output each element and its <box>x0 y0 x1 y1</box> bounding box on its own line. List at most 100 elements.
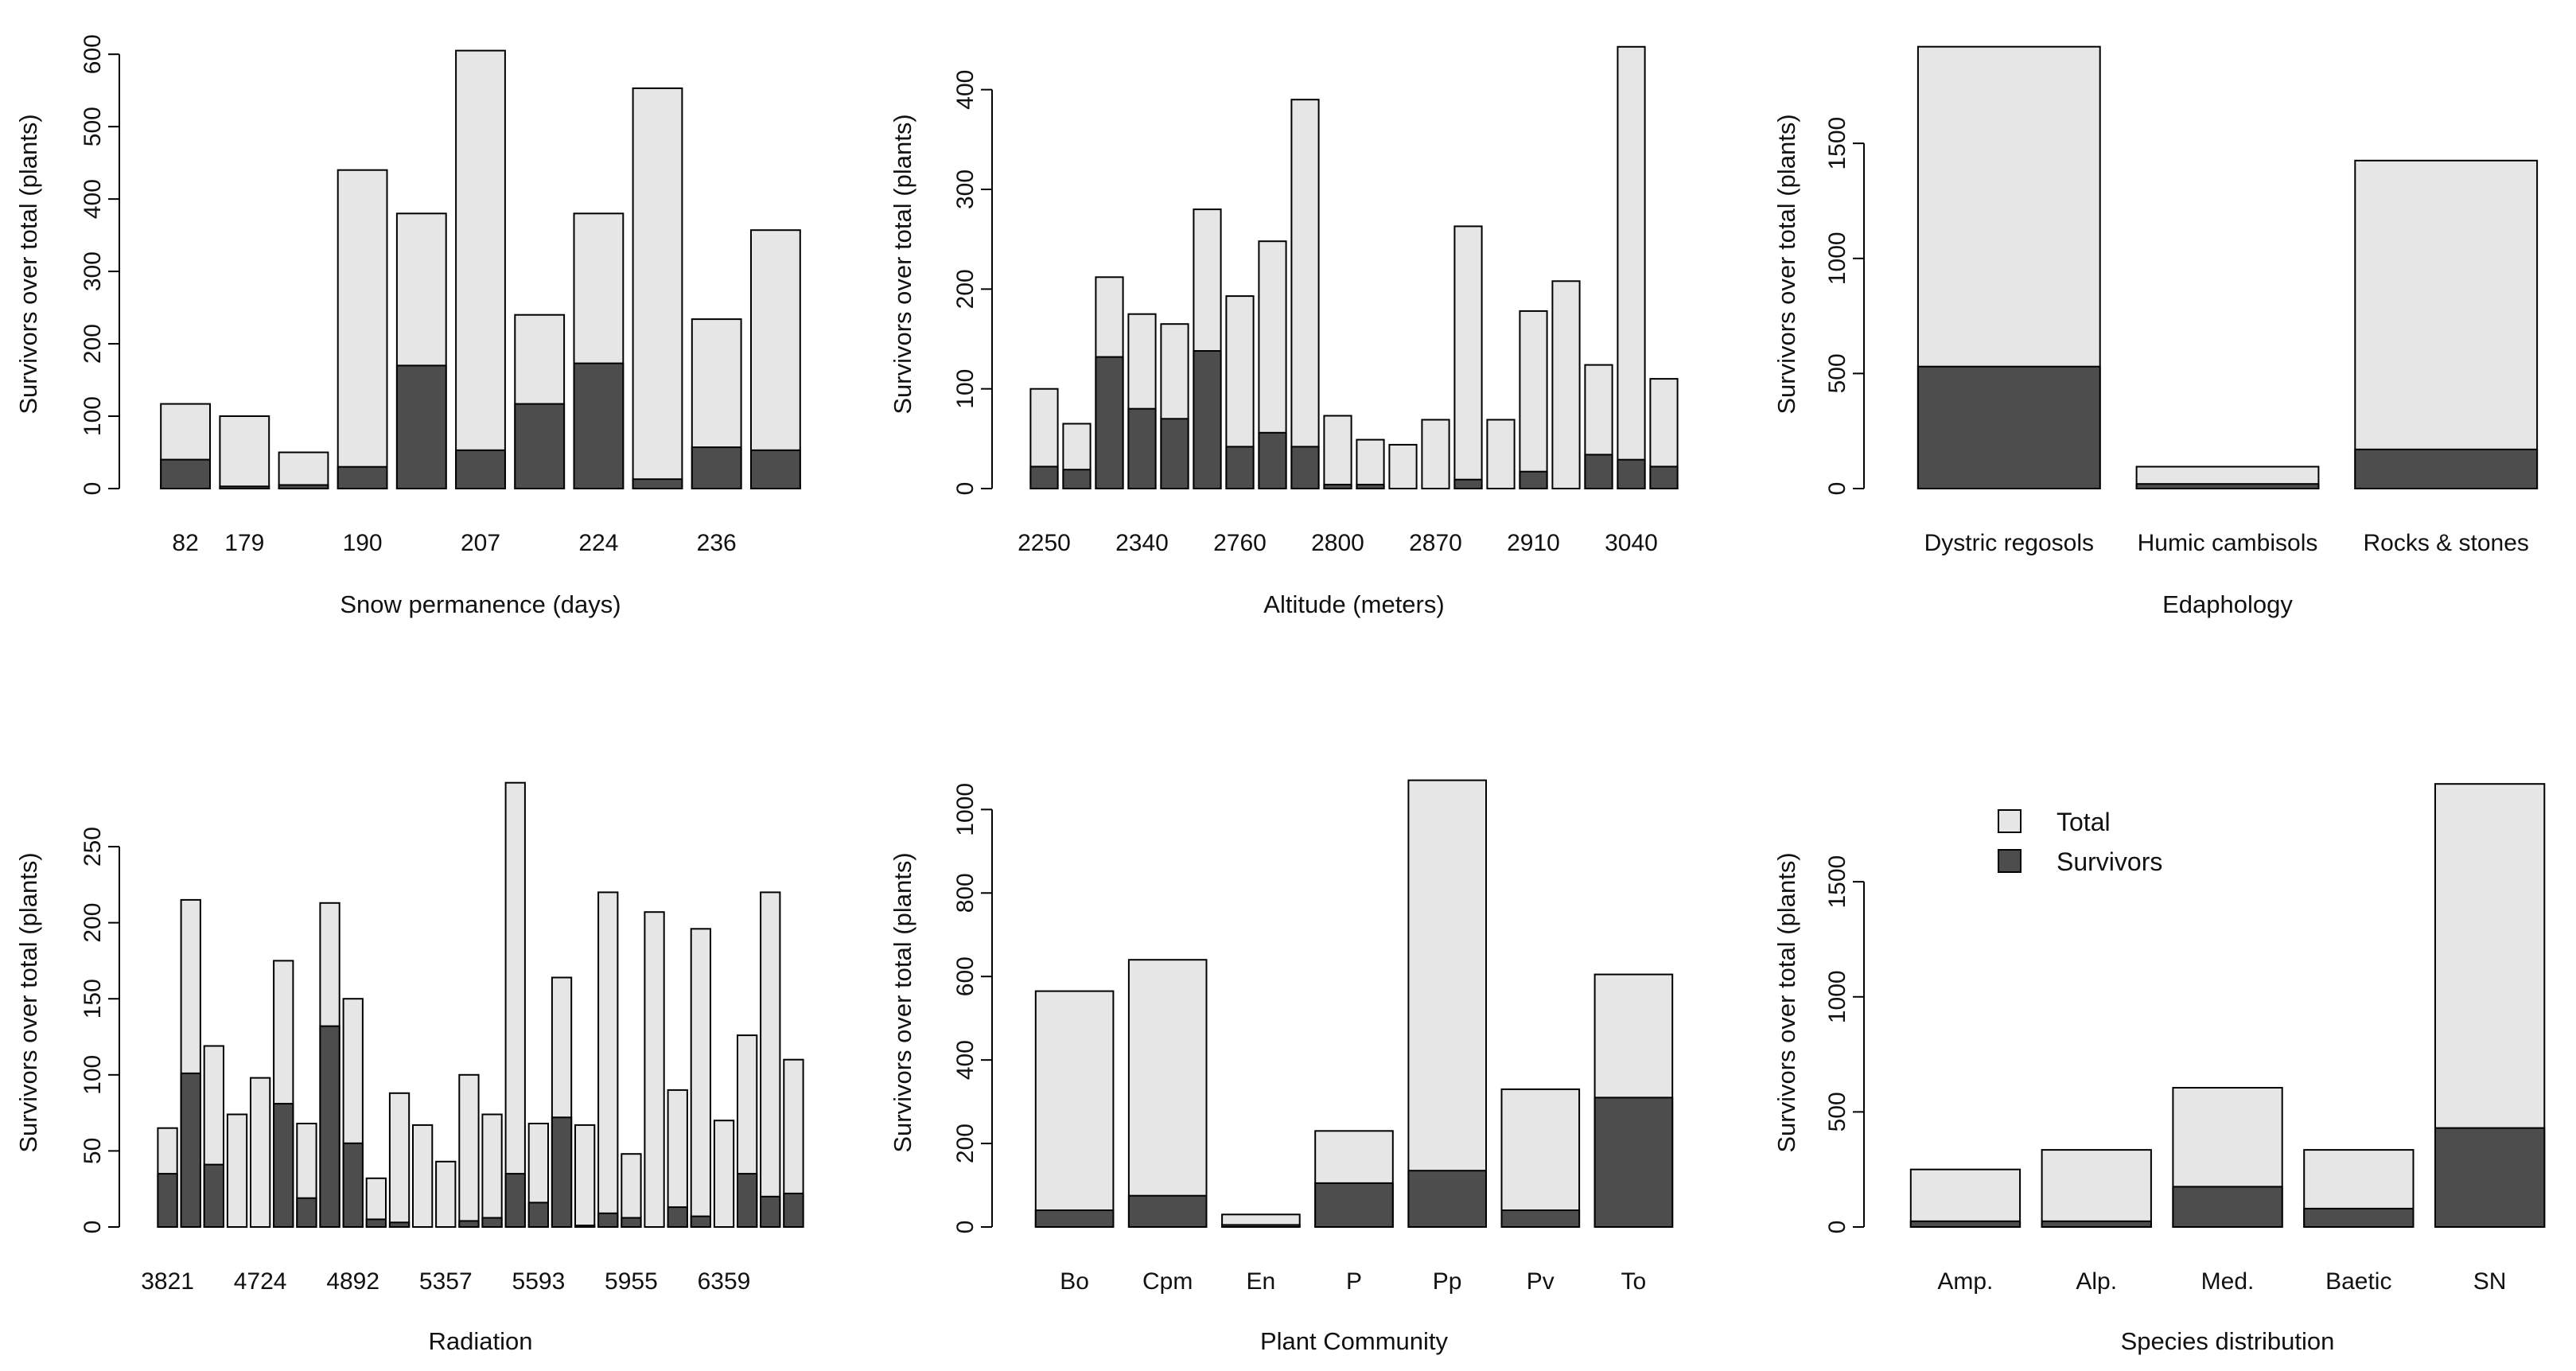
y-axis-title: Survivors over total (plants) <box>14 114 42 414</box>
y-tick-label: 1000 <box>1824 232 1850 285</box>
bar-total <box>690 928 712 1229</box>
x-axis-title: Altitude (meters) <box>1263 590 1444 618</box>
x-tick-label: 4724 <box>234 1268 287 1295</box>
bar-total <box>1388 443 1418 490</box>
bar-total <box>337 169 388 489</box>
y-tick-label: 100 <box>80 1055 106 1095</box>
bar-total <box>455 49 506 490</box>
bar-total <box>2354 159 2539 490</box>
bar-total <box>481 1113 503 1228</box>
bar-total <box>226 1113 248 1228</box>
x-tick-label: 2340 <box>1115 530 1169 556</box>
y-tick-label: 100 <box>80 396 106 436</box>
bar-survivors <box>365 1218 387 1229</box>
y-tick-label: 800 <box>952 873 979 913</box>
y-tick-label: 400 <box>952 70 979 110</box>
y-tick-label: 1000 <box>1824 970 1850 1023</box>
y-tick-label: 600 <box>952 956 979 996</box>
bar-survivors <box>1127 407 1157 490</box>
bar-total <box>621 1153 642 1228</box>
bar-survivors <box>1356 484 1385 489</box>
bar-total <box>435 1160 457 1229</box>
bar-total <box>250 1077 271 1228</box>
y-axis-title: Survivors over total (plants) <box>889 114 916 414</box>
bar-total <box>412 1124 434 1229</box>
y-tick-label: 500 <box>1824 353 1850 393</box>
x-tick-label: 6359 <box>698 1268 751 1295</box>
y-tick-label: 200 <box>80 324 106 364</box>
edaphology-chart: 0 500 1000 1500 Dystric regosols Humic cambis… <box>1772 45 2539 618</box>
bar-survivors <box>203 1163 225 1228</box>
bar-total <box>667 1089 688 1229</box>
x-tick-label: 2870 <box>1409 530 1462 556</box>
bar-total <box>1453 225 1483 489</box>
bar-total <box>632 87 683 490</box>
y-tick-label: 0 <box>80 1221 106 1234</box>
y-tick-label: 250 <box>80 827 106 867</box>
bar-total <box>1617 45 1646 490</box>
bar-total <box>1034 990 1115 1228</box>
x-axis-title: Plant Community <box>1260 1327 1449 1355</box>
bar-total <box>1486 419 1516 489</box>
x-axis-title: Radiation <box>429 1327 533 1355</box>
species-distribution-chart: 0 500 1000 1500 Amp. Alp. Med. Baetic SN Species … <box>1772 783 2546 1355</box>
bar-survivors <box>573 362 625 489</box>
bar-survivors <box>157 1173 178 1228</box>
bar-survivors <box>783 1192 804 1229</box>
bar-survivors <box>2041 1220 2152 1229</box>
y-tick-label: 0 <box>952 482 979 496</box>
bar-survivors <box>667 1206 688 1228</box>
legend-label-survivors: Survivors <box>2057 847 2162 876</box>
y-tick-label: 200 <box>952 1124 979 1163</box>
x-tick-label: 82 <box>172 530 198 556</box>
x-tick-label: En <box>1247 1268 1276 1295</box>
x-tick-label: Rocks & stones <box>2363 530 2528 556</box>
bar-total <box>760 891 781 1229</box>
bar-total <box>1519 310 1548 489</box>
bar-survivors <box>1407 1170 1488 1228</box>
bar-survivors <box>632 478 683 490</box>
bar-survivors <box>527 1202 550 1229</box>
bar-survivors <box>597 1212 619 1229</box>
x-tick-label: Pp <box>1433 1268 1462 1295</box>
y-tick-label: 600 <box>80 34 106 74</box>
y-tick-label: 400 <box>952 1040 979 1080</box>
x-tick-label: 5357 <box>419 1268 473 1295</box>
bar-total <box>2041 1149 2152 1228</box>
bar-survivors <box>691 446 742 489</box>
y-tick-label: 50 <box>80 1138 106 1164</box>
radiation-chart: 0 50 100 150 200 250 3821 4724 4892 5357 5593 5955 6… <box>14 781 804 1355</box>
y-tick-label: 0 <box>952 1221 979 1234</box>
bar-survivors <box>342 1142 364 1229</box>
bar-total <box>219 415 270 489</box>
bar-survivors <box>337 465 388 490</box>
x-tick-label: Pv <box>1527 1268 1555 1295</box>
x-tick-label: 2250 <box>1018 530 1071 556</box>
bar-survivors <box>760 1195 781 1229</box>
bar-total <box>1127 959 1208 1228</box>
bar-total <box>1323 415 1352 489</box>
y-tick-label: 400 <box>80 179 106 219</box>
y-axis-title: Survivors over total (plants) <box>1772 852 1800 1152</box>
x-tick-label: Amp. <box>1937 1268 1993 1295</box>
bar-total <box>597 891 619 1229</box>
bar-survivors <box>1584 454 1613 490</box>
bar-survivors <box>1290 446 1320 490</box>
legend: Total Survivors <box>1998 808 2162 876</box>
bar-total <box>713 1120 735 1228</box>
y-tick-label: 0 <box>80 482 106 496</box>
legend-swatch-total <box>1998 809 2021 833</box>
y-tick-label: 100 <box>952 369 979 409</box>
bar-survivors <box>1909 1220 2021 1229</box>
bar-survivors <box>1617 458 1646 490</box>
bar-survivors <box>160 458 211 489</box>
bar-total <box>1421 419 1450 489</box>
bar-survivors <box>514 403 566 490</box>
bar-survivors <box>1519 470 1548 490</box>
x-tick-label: 207 <box>461 530 500 556</box>
x-tick-label: 179 <box>224 530 264 556</box>
x-tick-label: 236 <box>697 530 737 556</box>
x-tick-label: 3040 <box>1605 530 1658 556</box>
bar-survivors <box>1095 356 1124 489</box>
